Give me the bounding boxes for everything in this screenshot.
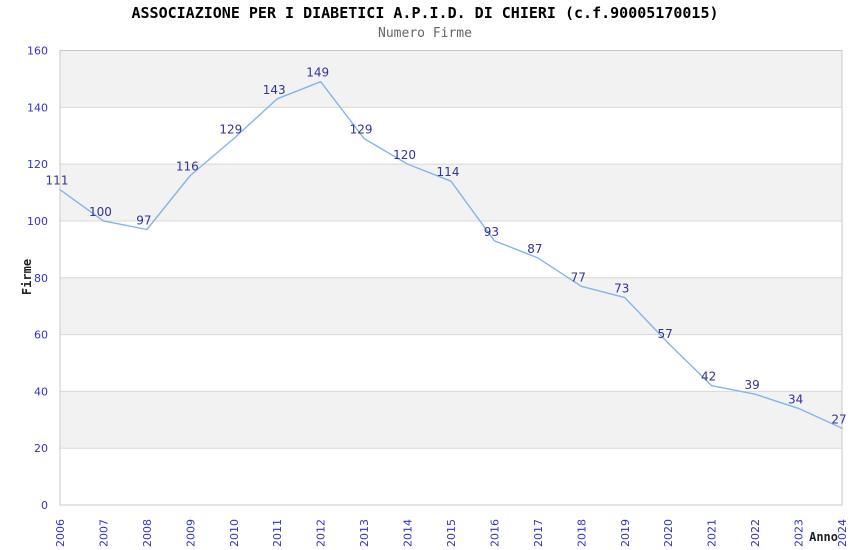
x-axis-tick-label: 2011: [271, 519, 284, 547]
y-axis-tick-label: 80: [34, 272, 48, 285]
plot-border: [59, 50, 843, 506]
x-axis-tick-label: 2017: [532, 519, 545, 547]
data-point-label: 73: [614, 282, 629, 296]
data-point-label: 57: [658, 327, 673, 341]
y-axis-tick-label: 160: [27, 45, 48, 58]
plot-band: [60, 334, 842, 392]
data-point-label: 27: [831, 412, 846, 426]
plot-band: [60, 277, 842, 335]
x-axis-tick-label: 2013: [358, 519, 371, 547]
y-axis-tick-label: 120: [27, 158, 48, 171]
y-axis-tick-label: 0: [41, 499, 48, 512]
data-point-label: 111: [46, 174, 69, 188]
chart-title: ASSOCIAZIONE PER I DIABETICI A.P.I.D. DI…: [131, 4, 719, 22]
data-point-label: 87: [527, 242, 542, 256]
data-point-label: 129: [219, 123, 242, 137]
data-point-label: 34: [788, 392, 803, 406]
series-line-numero-firme: [59, 80, 843, 429]
x-axis-tick-label: 2009: [184, 519, 197, 547]
x-axis-tick-label: 2022: [749, 519, 762, 547]
x-axis-tick-label: 2018: [575, 519, 588, 547]
data-point-label: 129: [350, 123, 373, 137]
x-axis-tick-label: 2010: [228, 519, 241, 547]
data-point-label: 97: [136, 214, 151, 228]
x-axis-tick-label: 2023: [793, 519, 806, 547]
data-point-label: 77: [571, 270, 586, 284]
x-axis-tick-label: 2024: [836, 519, 849, 547]
data-point-label: 143: [263, 83, 286, 97]
y-axis-tick-label: 100: [27, 215, 48, 228]
y-axis-tick-label: 140: [27, 101, 48, 114]
data-point-label: 120: [393, 148, 416, 162]
plot-band: [60, 50, 842, 108]
chart-subtitle: Numero Firme: [378, 26, 472, 41]
x-axis-tick-label: 2019: [619, 519, 632, 547]
data-point-label: 93: [484, 225, 499, 239]
x-axis-title: Anno: [809, 530, 838, 544]
data-point-label: 149: [306, 66, 329, 80]
data-point-label: 114: [437, 165, 460, 179]
x-axis-tick-label: 2016: [488, 519, 501, 547]
y-axis-tick-label: 60: [34, 329, 48, 342]
x-axis-tick-label: 2014: [402, 519, 415, 547]
x-axis-tick-label: 2021: [706, 519, 719, 547]
x-axis-tick-label: 2012: [315, 519, 328, 547]
y-axis-title: Firme: [20, 259, 34, 295]
x-axis-tick-label: 2007: [97, 519, 110, 547]
x-axis-tick-label: 2020: [662, 519, 675, 547]
plot-band: [60, 448, 842, 505]
plot-band: [60, 391, 842, 449]
plot-band: [60, 164, 842, 221]
x-axis-tick-label: 2008: [141, 519, 154, 547]
data-point-label: 39: [744, 378, 759, 392]
x-axis-tick-label: 2006: [54, 519, 67, 547]
y-axis-tick-label: 20: [34, 442, 48, 455]
data-point-label: 42: [701, 370, 716, 384]
y-axis-tick-label: 40: [34, 385, 48, 398]
data-point-label: 116: [176, 160, 199, 174]
data-point-label: 100: [89, 205, 112, 219]
plot-band: [60, 107, 842, 165]
x-axis-tick-label: 2015: [445, 519, 458, 547]
plot-band: [60, 220, 842, 278]
